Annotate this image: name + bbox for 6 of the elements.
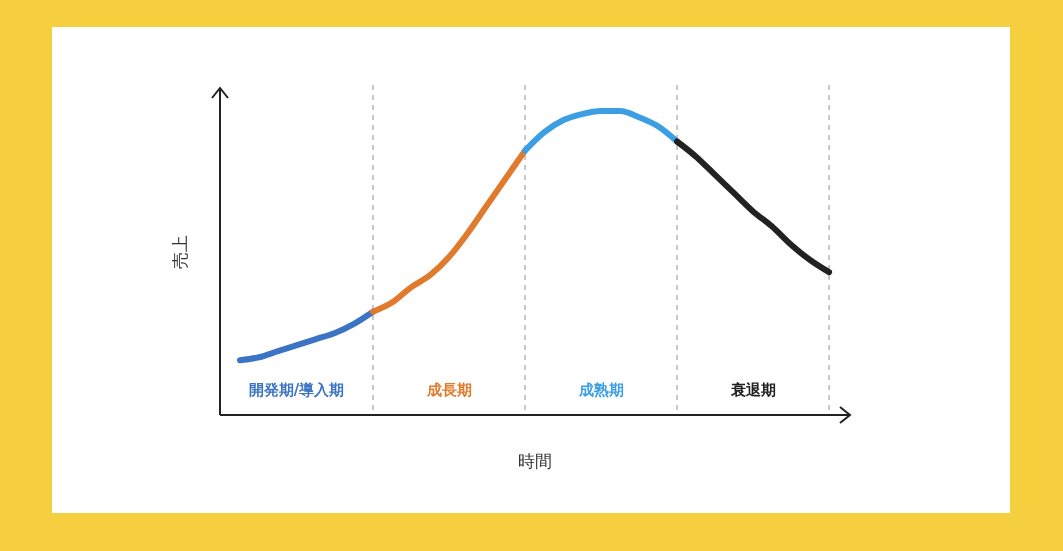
text: 成長期 <box>425 381 473 400</box>
series-label: 開発期/導入期 <box>247 381 346 400</box>
text: 成熟期 <box>577 381 625 400</box>
y-axis-title: 売上 <box>168 234 191 269</box>
text: 衰退期 <box>729 381 777 400</box>
x-axis-title: 時間 <box>517 450 553 473</box>
